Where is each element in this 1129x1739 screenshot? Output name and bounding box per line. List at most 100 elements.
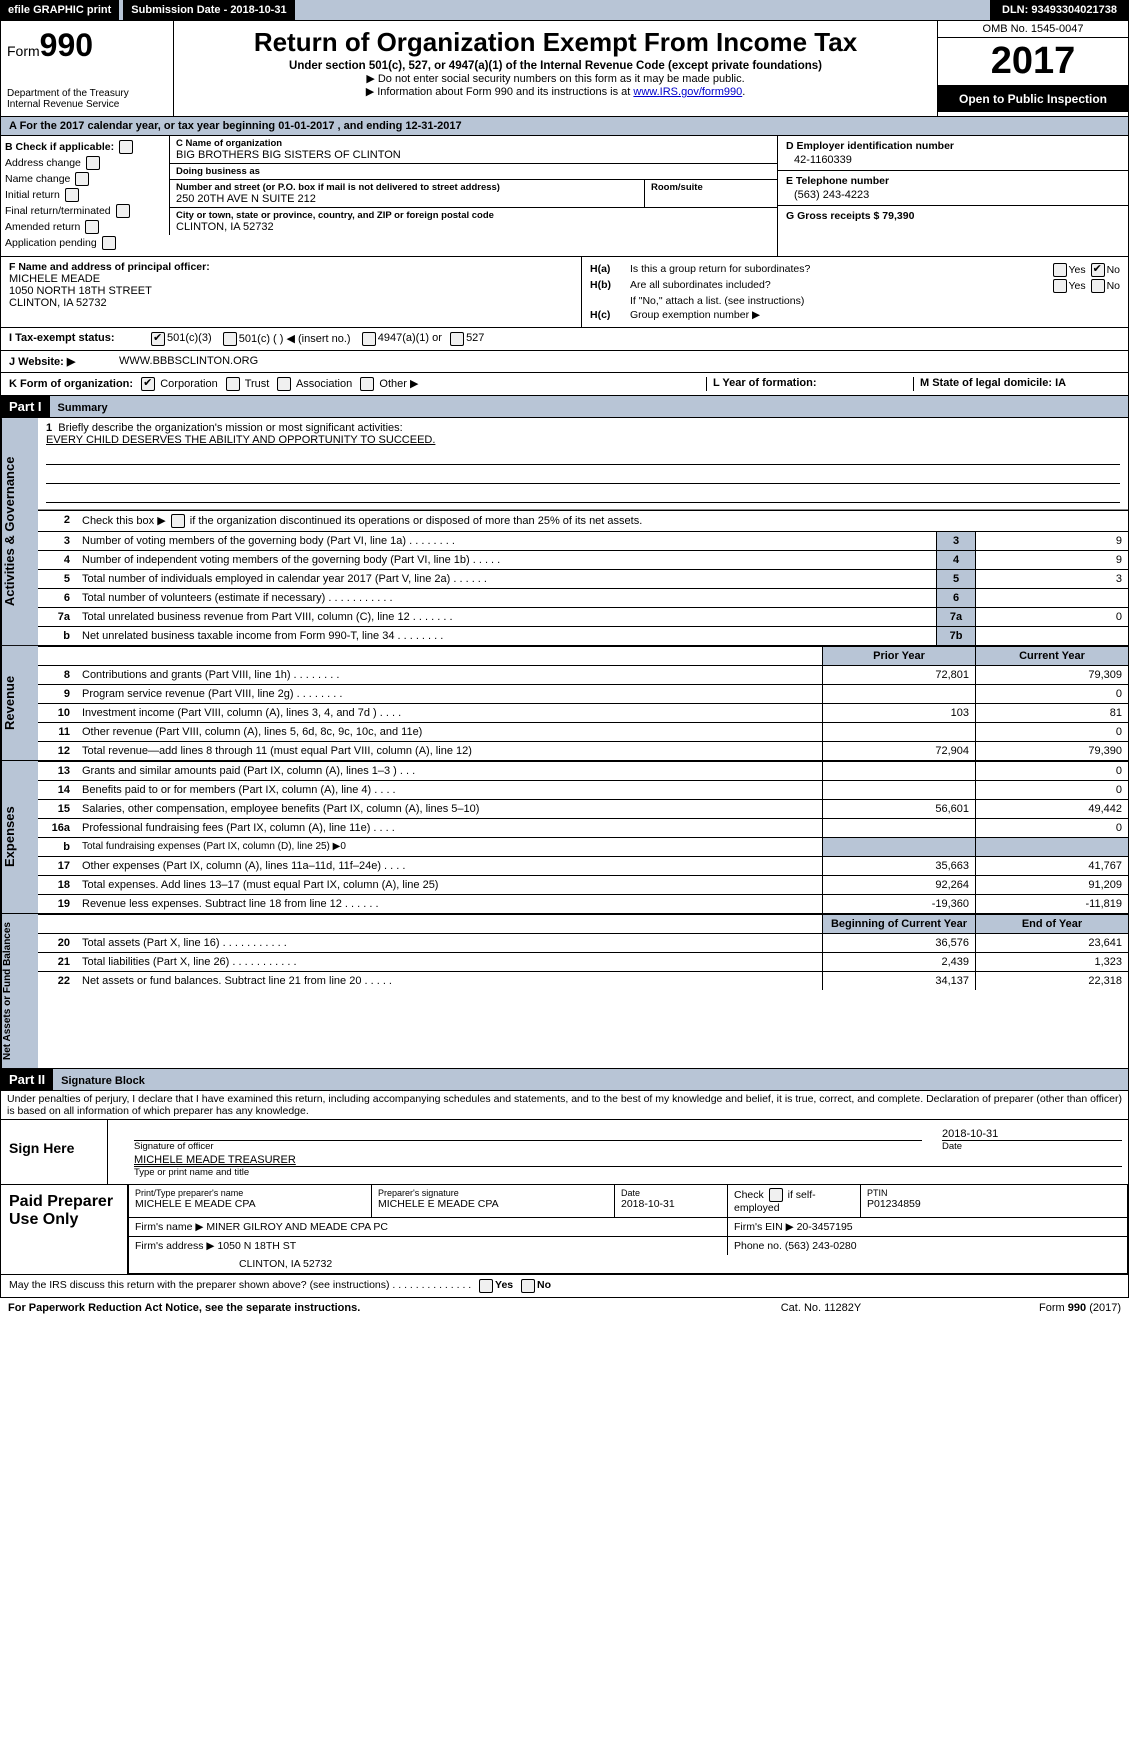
cb-final-return[interactable]: Final return/terminated [5,204,165,218]
section-b-c-d: B Check if applicable: Address change Na… [0,136,1129,257]
form-footer: Form 990 (2017) [921,1302,1121,1314]
addr-label: Number and street (or P.O. box if mail i… [176,182,638,193]
expenses-section: Expenses 13Grants and similar amounts pa… [0,761,1129,914]
officer-addr2: CLINTON, IA 52732 [9,297,573,309]
line-k-l-m: K Form of organization: Corporation Trus… [0,373,1129,396]
paid-preparer-table: Print/Type preparer's nameMICHELE E MEAD… [128,1185,1128,1274]
cb-trust[interactable] [226,377,240,391]
part-2-header: Part IISignature Block [0,1069,1129,1091]
line1-label: Briefly describe the organization's miss… [58,422,402,434]
form-header: Form990 Department of the Treasury Inter… [0,20,1129,117]
irs-link[interactable]: www.IRS.gov/form990 [633,86,742,98]
netassets-section: Net Assets or Fund Balances Beginning of… [0,914,1129,1069]
l-label: L Year of formation: [713,377,817,389]
revenue-table: Prior YearCurrent Year 8Contributions an… [38,646,1128,760]
dept-irs: Internal Revenue Service [7,99,167,110]
irs-discuss-row: May the IRS discuss this return with the… [0,1275,1129,1298]
hb-yes-cb[interactable] [1053,279,1067,293]
form-note-1: ▶ Do not enter social security numbers o… [178,72,933,85]
cb-assoc[interactable] [277,377,291,391]
org-address: 250 20TH AVE N SUITE 212 [176,193,638,205]
firm-name: MINER GILROY AND MEADE CPA PC [206,1221,388,1233]
cb-discuss-yes[interactable] [479,1279,493,1293]
date-label: Date [942,1141,1122,1152]
part-1-header: Part ISummary [0,396,1129,418]
irs-discuss-text: May the IRS discuss this return with the… [9,1279,471,1293]
sidebar-revenue: Revenue [1,646,38,760]
signer-name: MICHELE MEADE TREASURER [134,1154,1122,1167]
firm-addr1: 1050 N 18TH ST [217,1240,296,1252]
ha-label: H(a) [590,263,630,277]
hc-label: H(c) [590,309,630,321]
netassets-table: Beginning of Current YearEnd of Year 20T… [38,914,1128,990]
section-f-h: F Name and address of principal officer:… [0,257,1129,328]
cb-name-change[interactable]: Name change [5,172,165,186]
c-name-label: C Name of organization [176,138,771,149]
col-eoy: End of Year [976,915,1129,934]
omb-number: OMB No. 1545-0047 [938,21,1128,38]
hb-label: H(b) [590,279,630,293]
ein-value: 42-1160339 [786,152,1120,166]
org-name: BIG BROTHERS BIG SISTERS OF CLINTON [176,149,771,161]
cb-self-employed[interactable] [769,1188,783,1202]
cb-4947[interactable] [362,332,376,346]
form-label: Form [7,43,40,59]
open-to-public: Open to Public Inspection [938,86,1128,112]
governance-section: Activities & Governance 1 Briefly descri… [0,418,1129,646]
hb-no-cb[interactable] [1091,279,1105,293]
cb-corp[interactable] [141,377,155,391]
name-title-label: Type or print name and title [134,1167,1122,1178]
ptin-value: P01234859 [867,1198,1121,1210]
gross-receipts: G Gross receipts $ 79,390 [786,210,1120,222]
hb-note: If "No," attach a list. (see instruction… [630,295,1120,307]
phone-value: (563) 243-4223 [786,187,1120,201]
dept-treasury: Department of the Treasury [7,88,167,99]
firm-ein: 20-3457195 [797,1221,853,1233]
checkbox-icon[interactable] [119,140,133,154]
preparer-name: MICHELE E MEADE CPA [135,1198,365,1210]
room-label: Room/suite [651,182,771,193]
b-header: B Check if applicable: [5,140,165,154]
ha-yes-cb[interactable] [1053,263,1067,277]
paperwork-notice: For Paperwork Reduction Act Notice, see … [8,1302,721,1314]
sidebar-netassets: Net Assets or Fund Balances [1,914,38,1068]
line2-text: Check this box ▶ if the organization dis… [82,515,642,527]
cb-app-pending[interactable]: Application pending [5,236,165,250]
line-i: I Tax-exempt status: 501(c)(3) 501(c) ( … [0,328,1129,351]
col-prior-year: Prior Year [823,647,976,666]
page-footer: For Paperwork Reduction Act Notice, see … [0,1298,1129,1318]
cb-501c[interactable] [223,332,237,346]
hc-text: Group exemption number ▶ [630,309,1120,321]
cb-501c3[interactable] [151,332,165,346]
paid-preparer-block: Paid Preparer Use Only Print/Type prepar… [0,1185,1129,1275]
f-label: F Name and address of principal officer: [9,261,573,273]
sign-here-label: Sign Here [1,1120,108,1184]
cb-address-change[interactable]: Address change [5,156,165,170]
perjury-declaration: Under penalties of perjury, I declare th… [0,1091,1129,1120]
cb-527[interactable] [450,332,464,346]
cb-other[interactable] [360,377,374,391]
sidebar-expenses: Expenses [1,761,38,913]
officer-addr1: 1050 NORTH 18TH STREET [9,285,573,297]
cb-initial-return[interactable]: Initial return [5,188,165,202]
revenue-section: Revenue Prior YearCurrent Year 8Contribu… [0,646,1129,761]
paid-preparer-label: Paid Preparer Use Only [1,1185,128,1274]
ha-no-cb[interactable] [1091,263,1105,277]
governance-table: 2Check this box ▶ if the organization di… [38,510,1128,531]
form-subtitle: Under section 501(c), 527, or 4947(a)(1)… [178,60,933,72]
cb-discuss-no[interactable] [521,1279,535,1293]
preparer-sig: MICHELE E MEADE CPA [378,1198,608,1210]
dln-label: DLN: 93493304021738 [990,0,1129,20]
efile-print-button[interactable]: efile GRAPHIC print [0,0,119,20]
cb-amended[interactable]: Amended return [5,220,165,234]
sign-here-block: Sign Here Signature of officer 2018-10-3… [0,1120,1129,1185]
line-a: A For the 2017 calendar year, or tax yea… [0,117,1129,136]
cat-no: Cat. No. 11282Y [721,1302,921,1314]
form-note-2: ▶ Information about Form 990 and its ins… [366,86,634,98]
phone-label: E Telephone number [786,175,1120,187]
cb-discontinued[interactable] [171,514,185,528]
m-label: M State of legal domicile: IA [920,377,1066,389]
expenses-table: 13Grants and similar amounts paid (Part … [38,761,1128,913]
mission-text: EVERY CHILD DESERVES THE ABILITY AND OPP… [46,434,435,446]
org-city: CLINTON, IA 52732 [176,221,771,233]
